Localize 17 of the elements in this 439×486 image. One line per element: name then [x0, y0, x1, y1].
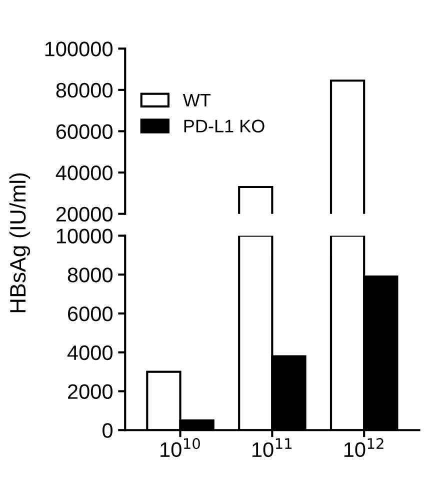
- y-tick-label: 10000: [56, 228, 112, 244]
- legend-label: PD-L1 KO: [184, 120, 264, 132]
- y-tick-label: 0: [102, 423, 112, 438]
- y-tick-label: 60000: [56, 124, 112, 139]
- y-tick-label: 40000: [56, 166, 112, 180]
- legend-label: WT: [182, 94, 211, 106]
- y-tick-label: 8000: [68, 268, 112, 282]
- y-tick-label: 80000: [56, 82, 112, 98]
- y-tick-label: 20000: [56, 206, 112, 222]
- y-tick-label: 4000: [67, 345, 112, 360]
- x-tick-label: 10$^{10}$: [160, 438, 200, 458]
- x-tick-label: 10$^{12}$: [344, 438, 384, 458]
- y-tick-label: 100000: [45, 42, 112, 56]
- y-axis-title: HBsAg (IU/ml): [9, 173, 30, 312]
- y-tick-label: 6000: [68, 306, 112, 322]
- x-tick-label: 10$^{11}$: [252, 438, 292, 458]
- y-tick-label: 2000: [68, 384, 112, 399]
